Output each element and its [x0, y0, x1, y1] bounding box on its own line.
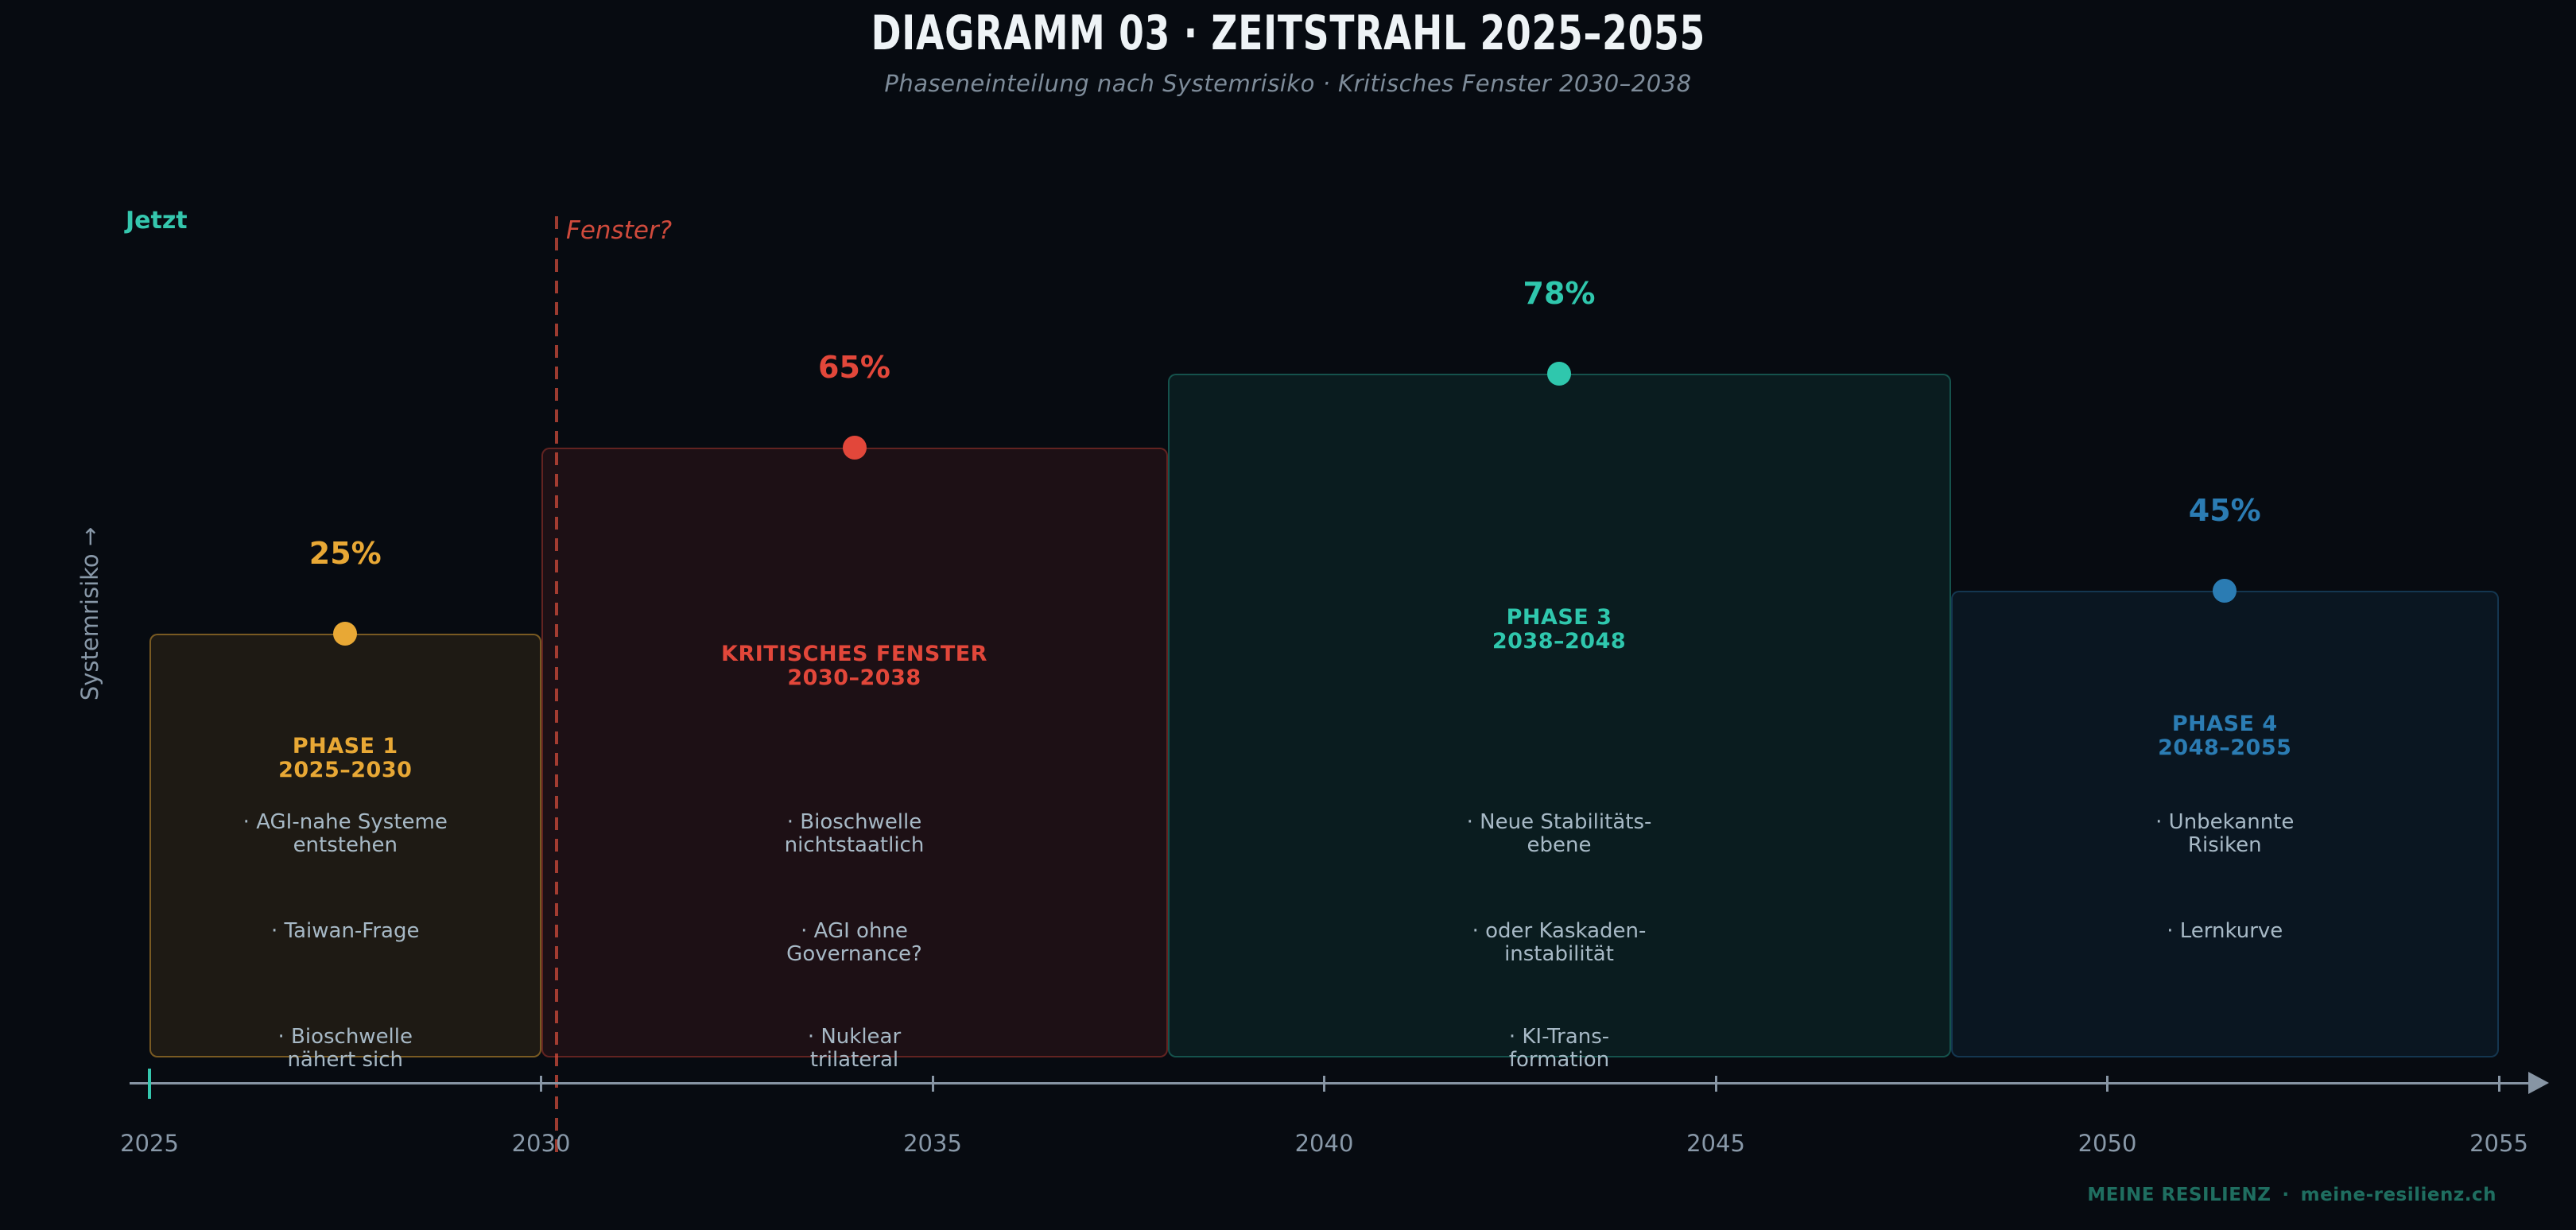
phase-title-4: PHASE 4 2048–2055	[1951, 712, 2500, 760]
phase-title-text: KRITISCHES FENSTER	[721, 642, 987, 666]
phase-bullet-line: ebene	[1527, 833, 1592, 857]
phase-title-text: PHASE 1	[292, 734, 398, 759]
phase-title-1: PHASE 1 2025–2030	[149, 735, 541, 782]
x-axis-tick	[540, 1076, 542, 1092]
x-axis-tick	[2106, 1076, 2109, 1092]
phase-bullet: · Taiwan-Frage	[149, 920, 541, 943]
page-title-text: DIAGRAMM 03 · ZEITSTRAHL 2025–2055	[871, 6, 1705, 61]
phase-bullet-line: · KI-Trans-	[1508, 1025, 1610, 1049]
phase-bullet-line: nähert sich	[287, 1048, 404, 1072]
phase-bullet-line: · Bioschwelle	[277, 1025, 413, 1049]
phase-range-label: 2048–2055	[2158, 735, 2292, 760]
phase-block-4	[1950, 591, 2499, 1057]
phase-bullet-line: · Bioschwelle	[786, 810, 922, 834]
x-axis-tick-label: 2025	[120, 1130, 179, 1157]
footer-brand-line: MEINE RESILIENZ · meine-resilienz.ch	[0, 1185, 2496, 1205]
y-axis-label: Systemrisiko →	[76, 526, 103, 701]
phase-bullet: · Bioschwelle nähert sich	[149, 1026, 541, 1072]
phase-title-3: PHASE 3 2038–2048	[1168, 606, 1951, 654]
risk-dot-2	[842, 436, 867, 460]
phase-bullet-line: formation	[1508, 1048, 1610, 1072]
page-subtitle: Phaseneinteilung nach Systemrisiko · Kri…	[884, 70, 1692, 97]
x-axis-line	[130, 1082, 2532, 1084]
risk-percent-label-4: 45%	[2188, 493, 2261, 528]
x-axis-tick-label: 2045	[1686, 1130, 1745, 1157]
phase-title-text: PHASE 3	[1506, 605, 1612, 630]
phase-bullet-line: nichtstaatlich	[784, 833, 925, 857]
phase-bullet-line: · Lernkurve	[2167, 919, 2283, 943]
phase-bullet-line: Governance?	[786, 942, 922, 966]
risk-dot-3	[1547, 362, 1571, 386]
phase-bullet-line: Risiken	[2187, 833, 2262, 857]
critical-window-dashed-line	[555, 216, 558, 1161]
phase-bullet: · KI-Trans-formation	[1168, 1026, 1951, 1072]
x-axis-tick-now	[148, 1069, 151, 1099]
x-axis-tick-label: 2055	[2469, 1130, 2528, 1157]
phase-bullet-line: trilateral	[809, 1048, 899, 1072]
phase-bullet: · AGI ohne Governance?	[541, 920, 1168, 966]
phase-bullet: · Lernkurve	[1951, 920, 2500, 943]
x-axis-tick	[931, 1076, 934, 1092]
phase-bullet-line: instabilität	[1504, 942, 1614, 966]
brand-name: MEINE RESILIENZ	[2087, 1185, 2271, 1205]
phase-bullet: · Neue Stabilitäts-ebene	[1168, 811, 1951, 857]
x-axis-tick-label: 2035	[903, 1130, 962, 1157]
phase-bullet: · oder Kaskaden-instabilität	[1168, 920, 1951, 966]
phase-bullet: · Unbekannte Risiken	[1951, 811, 2500, 857]
phase-block-1	[149, 634, 541, 1057]
risk-dot-1	[333, 622, 358, 646]
x-axis-tick-label: 2030	[511, 1130, 571, 1157]
phase-bullet-line: · oder Kaskaden-	[1472, 919, 1647, 943]
risk-dot-4	[2213, 579, 2237, 603]
x-axis-tick-label: 2040	[1294, 1130, 1354, 1157]
x-axis-arrowhead-icon	[2528, 1072, 2549, 1094]
footer-separator: ·	[2282, 1185, 2290, 1205]
x-axis-tick	[1714, 1076, 1717, 1092]
phase-bullet: · AGI-nahe Systeme entstehen	[149, 811, 541, 857]
x-axis-tick	[2497, 1076, 2500, 1092]
critical-window-question-label: Fenster?	[566, 216, 673, 245]
risk-percent-label-2: 65%	[818, 350, 890, 385]
phase-bullet: · Bioschwelle nichtstaatlich	[541, 811, 1168, 857]
brand-site: meine-resilienz.ch	[2300, 1185, 2496, 1205]
phase-range-label: 2025–2030	[278, 758, 413, 782]
page-title: DIAGRAMM 03 · ZEITSTRAHL 2025–2055	[0, 6, 2576, 61]
phase-block-2	[541, 448, 1168, 1057]
phase-bullet: · Nuklear trilateral	[541, 1026, 1168, 1072]
now-marker-label: Jetzt	[126, 207, 188, 235]
phase-bullet-line: · Taiwan-Frage	[270, 919, 420, 943]
phase-range-label: 2030–2038	[787, 665, 921, 690]
risk-percent-label-1: 25%	[308, 536, 382, 571]
phase-bullet-line: · Nuklear	[807, 1025, 902, 1049]
risk-percent-label-3: 78%	[1523, 276, 1596, 311]
phase-title-2: KRITISCHES FENSTER 2030–2038	[541, 642, 1168, 690]
phase-range-label: 2038–2048	[1492, 629, 1627, 654]
phase-title-text: PHASE 4	[2171, 712, 2278, 736]
phase-bullet-line: · AGI ohne	[801, 919, 908, 943]
phase-bullet-line: · AGI-nahe Systeme	[242, 810, 448, 834]
phase-block-3	[1167, 374, 1951, 1057]
x-axis-tick-label: 2050	[2077, 1130, 2137, 1157]
phase-bullet-line: · Neue Stabilitäts-	[1466, 810, 1652, 834]
phase-bullet-line: entstehen	[293, 833, 398, 857]
phase-bullet-line: · Unbekannte	[2155, 810, 2295, 834]
x-axis-tick	[1323, 1076, 1325, 1092]
